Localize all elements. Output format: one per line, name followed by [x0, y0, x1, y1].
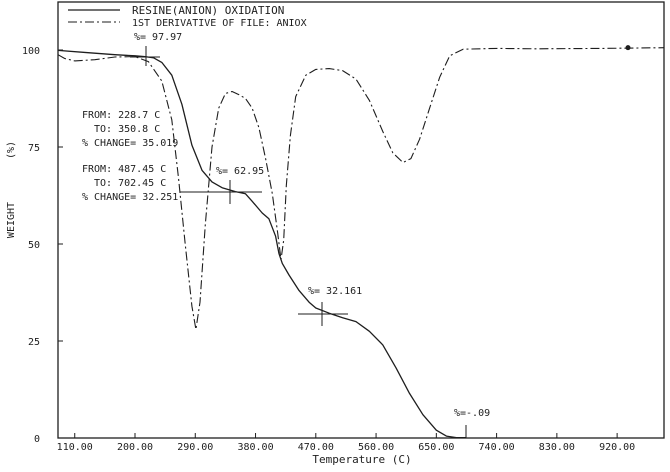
- x-tick-label: 650.00: [418, 442, 454, 453]
- plot-frame: [57, 1, 665, 439]
- step2-change: % CHANGE= 32.251: [82, 192, 178, 203]
- x-tick-label: 380.00: [237, 442, 273, 453]
- start-marker: %= 97.97: [130, 32, 182, 66]
- mid1-label: %= 62.95: [216, 166, 264, 177]
- x-tick-label: 920.00: [599, 442, 635, 453]
- legend: RESINE(ANION) OXIDATION 1ST DERIVATIVE O…: [68, 4, 307, 29]
- mid1-marker: %= 62.95: [180, 166, 264, 204]
- step1-to: TO: 350.8 C: [94, 124, 160, 135]
- end-marker: %=-.09: [454, 408, 490, 438]
- y-tick-label: 75: [28, 143, 40, 154]
- derivative-end-dot: [625, 45, 631, 51]
- x-tick-label: 740.00: [479, 442, 515, 453]
- x-axis-label: Temperature (C): [312, 453, 411, 466]
- y-axis-label: WEIGHT: [6, 202, 17, 238]
- step2-from: FROM: 487.45 C: [82, 164, 166, 175]
- y-tick-label: 0: [34, 434, 40, 445]
- tick-layer: 110.00 200.00 290.00 380.00 470.00 560.00 650.…: [22, 46, 635, 453]
- y-axis-unit: (%): [6, 141, 17, 159]
- step2-annotation: FROM: 487.45 C TO: 702.45 C % CHANGE= 32…: [82, 164, 178, 203]
- y-tick-label: 50: [28, 240, 40, 251]
- x-tick-label: 470.00: [298, 442, 334, 453]
- series-line-derivative: [57, 47, 665, 330]
- mid2-marker: %= 32.161: [298, 286, 362, 326]
- legend-label-dashdot: 1ST DERIVATIVE OF FILE: ANIOX: [132, 18, 307, 29]
- start-label: %= 97.97: [134, 32, 182, 43]
- series-line-weight: [57, 49, 467, 439]
- x-tick-label: 560.00: [358, 442, 394, 453]
- mid2-label: %= 32.161: [308, 286, 362, 297]
- x-tick-label: 110.00: [57, 442, 93, 453]
- x-tick-label: 200.00: [117, 442, 153, 453]
- step1-annotation: FROM: 228.7 C TO: 350.8 C % CHANGE= 35.0…: [82, 110, 178, 149]
- legend-label-solid: RESINE(ANION) OXIDATION: [132, 4, 284, 17]
- step1-change: % CHANGE= 35.019: [82, 138, 178, 149]
- y-tick-label: 100: [22, 46, 40, 57]
- end-label: %=-.09: [454, 408, 490, 419]
- step1-from: FROM: 228.7 C: [82, 110, 160, 121]
- y-tick-label: 25: [28, 337, 40, 348]
- x-tick-label: 290.00: [177, 442, 213, 453]
- step2-to: TO: 702.45 C: [94, 178, 166, 189]
- x-tick-label: 830.00: [539, 442, 575, 453]
- series-layer: [57, 45, 665, 439]
